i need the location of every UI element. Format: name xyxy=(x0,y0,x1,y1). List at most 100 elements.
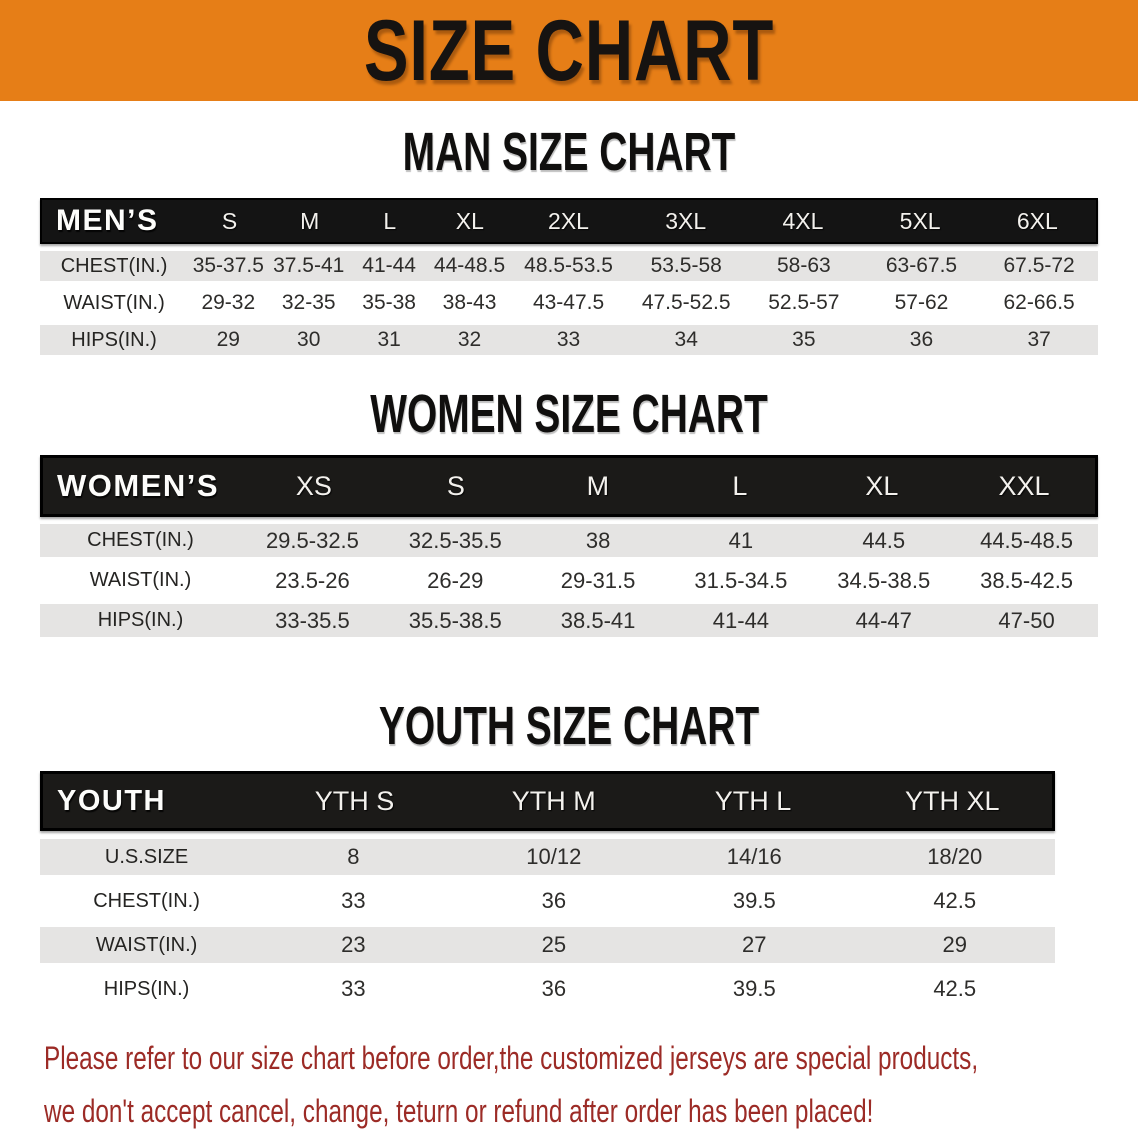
size-value-cell: 31.5-34.5 xyxy=(694,567,788,593)
size-value-cell: 38.5-41 xyxy=(560,607,636,633)
row-label: HIPS(IN.) xyxy=(97,609,184,631)
notice-text: Please refer to our size chart before or… xyxy=(44,1040,979,1076)
banner-title: SIZE CHART xyxy=(363,2,775,99)
notice-text: we don't accept cancel, change, teturn o… xyxy=(44,1093,874,1129)
size-value-cell: 31 xyxy=(377,328,401,351)
youth-section: YOUTH SIZE CHART YOUTH YTH S YTH M YTH L… xyxy=(0,699,1138,1007)
size-value-cell: 35-37.5 xyxy=(192,254,264,277)
size-value-cell: 38 xyxy=(585,527,611,553)
men-chest-row: CHEST(IN.) 35-37.5 37.5-41 41-44 44-48.5… xyxy=(40,251,1098,281)
women-size-column-header: M xyxy=(586,470,610,501)
size-value-cell: 23.5-26 xyxy=(275,567,350,593)
women-size-column-header: S xyxy=(446,470,465,501)
men-waist-row: WAIST(IN.) 29-32 32-35 35-38 38-43 43-47… xyxy=(40,288,1098,318)
women-size-column-header: XXL xyxy=(998,470,1050,501)
youth-size-column-header: YTH L xyxy=(714,785,792,816)
size-value-cell: 10/12 xyxy=(526,844,582,869)
size-value-cell: 36 xyxy=(909,328,934,351)
size-value-cell: 57-62 xyxy=(894,291,949,314)
women-size-column-header: XS xyxy=(295,470,332,501)
men-table-header-row: MEN’S S M L XL 2XL 3XL 4XL 5XL 6XL xyxy=(40,198,1098,244)
size-value-cell: 47-50 xyxy=(998,607,1055,633)
women-section-heading: WOMEN SIZE CHART xyxy=(0,387,1138,441)
size-value-cell: 44.5-48.5 xyxy=(980,527,1074,553)
row-label: WAIST(IN.) xyxy=(63,291,165,314)
size-value-cell: 39.5 xyxy=(732,888,776,913)
youth-size-column-header: YTH M xyxy=(511,785,596,816)
men-size-column-header: 2XL xyxy=(548,207,589,234)
men-size-column-header: XL xyxy=(455,207,484,234)
size-value-cell: 33-35.5 xyxy=(275,607,350,633)
size-value-cell: 35-38 xyxy=(362,291,416,314)
size-value-cell: 29.5-32.5 xyxy=(265,527,359,553)
women-size-column-header: XL xyxy=(865,470,899,501)
women-chest-row: CHEST(IN.) 29.5-32.5 32.5-35.5 38 41 44.… xyxy=(40,524,1098,557)
size-value-cell: 44-47 xyxy=(855,607,912,633)
men-size-table: MEN’S S M L XL 2XL 3XL 4XL 5XL 6XL CHEST… xyxy=(40,198,1098,355)
men-heading-text: MAN SIZE CHART xyxy=(402,122,736,182)
size-value-cell: 67.5-72 xyxy=(1003,254,1075,277)
youth-heading-text: YOUTH SIZE CHART xyxy=(378,696,760,756)
men-section-heading: MAN SIZE CHART xyxy=(0,125,1138,179)
row-label: CHEST(IN.) xyxy=(60,254,168,277)
size-value-cell: 30 xyxy=(297,328,321,351)
size-value-cell: 44-48.5 xyxy=(433,254,506,277)
size-value-cell: 47.5-52.5 xyxy=(641,291,731,314)
row-label: CHEST(IN.) xyxy=(87,529,194,551)
women-section: WOMEN SIZE CHART WOMEN’S XS S M L XL XXL… xyxy=(0,387,1138,637)
men-size-column-header: 5XL xyxy=(899,207,941,234)
size-value-cell: 32 xyxy=(457,328,482,351)
size-value-cell: 27 xyxy=(742,932,767,957)
size-value-cell: 8 xyxy=(347,844,360,869)
size-value-cell: 25 xyxy=(541,932,567,957)
size-value-cell: 35 xyxy=(792,328,816,351)
youth-table-header-row: YOUTH YTH S YTH M YTH L YTH XL xyxy=(40,771,1055,831)
size-value-cell: 62-66.5 xyxy=(1003,291,1075,314)
youth-chest-row: CHEST(IN.) 33 36 39.5 42.5 xyxy=(40,883,1055,919)
men-size-column-header: S xyxy=(221,207,238,234)
size-value-cell: 44.5 xyxy=(862,527,906,553)
size-value-cell: 43-47.5 xyxy=(532,291,605,314)
women-waist-row: WAIST(IN.) 23.5-26 26-29 29-31.5 31.5-34… xyxy=(40,564,1098,597)
size-value-cell: 29 xyxy=(216,328,240,351)
youth-hips-row: HIPS(IN.) 33 36 39.5 42.5 xyxy=(40,971,1055,1007)
size-value-cell: 38-43 xyxy=(442,291,497,314)
men-size-column-header: 4XL xyxy=(782,207,824,234)
size-value-cell: 52.5-57 xyxy=(768,291,840,314)
size-value-cell: 48.5-53.5 xyxy=(524,254,613,277)
size-chart-banner: SIZE CHART xyxy=(0,0,1138,101)
women-hips-row: HIPS(IN.) 33-35.5 35.5-38.5 38.5-41 41-4… xyxy=(40,604,1098,637)
row-label: HIPS(IN.) xyxy=(71,328,157,351)
row-label: HIPS(IN.) xyxy=(103,977,190,1000)
men-size-column-header: 3XL xyxy=(665,207,707,234)
men-hips-row: HIPS(IN.) 29 30 31 32 33 34 35 36 37 xyxy=(40,325,1098,355)
women-size-table: WOMEN’S XS S M L XL XXL CHEST(IN.) 29.5-… xyxy=(40,455,1098,637)
size-value-cell: 18/20 xyxy=(927,844,983,869)
women-size-column-header: L xyxy=(732,470,748,501)
size-value-cell: 41-44 xyxy=(362,254,416,277)
women-heading-text: WOMEN SIZE CHART xyxy=(370,384,768,444)
size-value-cell: 29 xyxy=(942,932,967,957)
size-value-cell: 42.5 xyxy=(933,976,977,1001)
youth-size-table: YOUTH YTH S YTH M YTH L YTH XL U.S.SIZE … xyxy=(40,771,1055,1007)
size-value-cell: 37 xyxy=(1027,328,1051,351)
youth-size-column-header: YTH XL xyxy=(905,785,1000,816)
notice-line-1: Please refer to our size chart before or… xyxy=(44,1035,1138,1088)
size-value-cell: 26-29 xyxy=(427,567,484,593)
size-value-cell: 41 xyxy=(728,527,754,553)
size-value-cell: 36 xyxy=(541,976,567,1001)
size-value-cell: 34 xyxy=(674,328,698,351)
size-value-cell: 37.5-41 xyxy=(273,254,345,277)
youth-waist-row: WAIST(IN.) 23 25 27 29 xyxy=(40,927,1055,963)
youth-section-heading: YOUTH SIZE CHART xyxy=(0,699,1138,753)
order-notice: Please refer to our size chart before or… xyxy=(44,1035,1138,1132)
size-value-cell: 58-63 xyxy=(776,254,831,277)
size-value-cell: 39.5 xyxy=(732,976,776,1001)
size-value-cell: 23 xyxy=(341,932,366,957)
size-value-cell: 42.5 xyxy=(933,888,977,913)
row-label: WAIST(IN.) xyxy=(95,933,198,956)
size-value-cell: 33 xyxy=(341,976,366,1001)
size-value-cell: 53.5-58 xyxy=(650,254,722,277)
size-value-cell: 33 xyxy=(556,328,581,351)
row-label: CHEST(IN.) xyxy=(93,889,200,912)
